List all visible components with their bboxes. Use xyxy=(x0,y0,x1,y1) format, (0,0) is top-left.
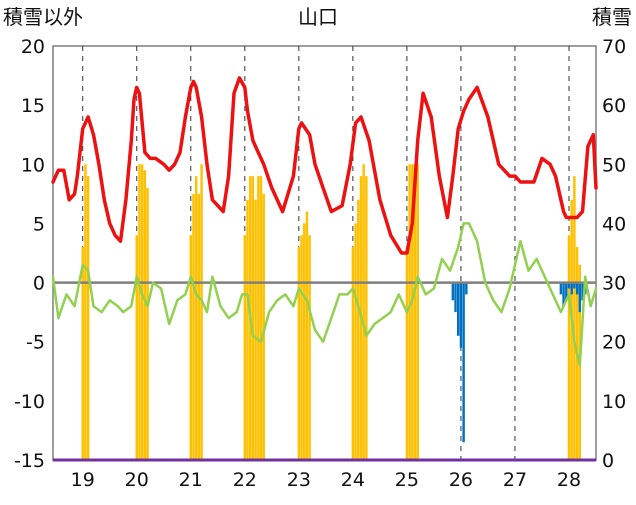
x-tick-label: 22 xyxy=(233,469,257,491)
snow-bar xyxy=(262,193,265,460)
x-tick-label: 24 xyxy=(341,469,365,491)
snow-bar xyxy=(140,164,144,461)
snow-bar xyxy=(405,247,409,460)
snow-bar xyxy=(194,176,198,460)
left-tick-label: 0 xyxy=(33,273,45,295)
negative-bar xyxy=(457,282,460,336)
snow-bar xyxy=(146,187,149,460)
snow-bar xyxy=(86,176,90,460)
snow-bar xyxy=(257,176,260,460)
snow-bar xyxy=(254,199,257,460)
x-tick-label: 19 xyxy=(71,469,95,491)
snow-bar xyxy=(84,164,87,461)
snow-bar xyxy=(357,199,360,460)
snow-bar xyxy=(573,176,576,460)
snow-bar xyxy=(81,247,84,460)
x-tick-label: 28 xyxy=(557,469,581,491)
negative-bar xyxy=(465,282,468,295)
snow-bar xyxy=(413,164,417,461)
snow-bar xyxy=(303,223,306,460)
snow-bar xyxy=(189,235,192,460)
left-tick-label: -15 xyxy=(14,450,45,472)
right-tick-label: 30 xyxy=(602,273,626,295)
negative-bar xyxy=(578,282,582,313)
left-tick-label: 20 xyxy=(21,36,45,58)
negative-bar xyxy=(575,282,579,295)
chart-title: 山口 xyxy=(298,5,338,29)
snow-bar xyxy=(365,176,368,460)
x-tick-label: 27 xyxy=(503,469,527,491)
negative-bar xyxy=(565,282,568,301)
left-axis-label: 積雪以外 xyxy=(3,5,83,29)
right-tick-label: 40 xyxy=(602,213,626,235)
negative-bar xyxy=(573,282,576,289)
left-tick-label: 15 xyxy=(21,95,45,117)
snow-bar xyxy=(416,164,419,461)
negative-bar xyxy=(559,282,563,295)
negative-bar xyxy=(562,282,565,307)
negative-bar xyxy=(462,282,465,443)
x-tick-label: 23 xyxy=(287,469,311,491)
snow-bar xyxy=(408,164,411,461)
snow-bar xyxy=(197,193,201,460)
snow-bar xyxy=(246,199,249,460)
left-tick-label: -10 xyxy=(14,391,45,413)
snow-bar xyxy=(135,235,138,460)
right-tick-label: 10 xyxy=(602,391,626,413)
right-tick-label: 20 xyxy=(602,332,626,354)
snow-bar xyxy=(570,199,573,460)
snow-bar xyxy=(297,247,301,460)
snow-bar xyxy=(138,164,141,461)
x-tick-label: 20 xyxy=(125,469,149,491)
negative-bar xyxy=(581,282,584,301)
snow-bar xyxy=(351,247,355,460)
snow-bar xyxy=(362,164,365,461)
right-tick-label: 60 xyxy=(602,95,626,117)
negative-bar xyxy=(454,282,457,313)
right-tick-label: 0 xyxy=(602,450,614,472)
snow-bar xyxy=(305,211,309,460)
snow-bar xyxy=(567,235,571,460)
negative-bar xyxy=(570,282,573,295)
snow-bar xyxy=(251,176,255,460)
right-axis-label: 積雪 xyxy=(592,5,632,29)
x-tick-label: 21 xyxy=(179,469,203,491)
left-tick-label: 10 xyxy=(21,154,45,176)
negative-bar xyxy=(567,282,571,289)
snow-bar xyxy=(259,176,263,460)
green-series-line xyxy=(51,222,598,367)
x-tick-label: 25 xyxy=(395,469,419,491)
snow-bar xyxy=(411,164,414,461)
snow-bar xyxy=(308,235,311,460)
plot-border xyxy=(52,45,597,461)
negative-bar xyxy=(459,282,463,348)
negative-bar xyxy=(451,282,455,301)
snow-bar xyxy=(200,164,203,461)
snow-bar xyxy=(300,235,303,460)
right-tick-label: 70 xyxy=(602,36,626,58)
snow-bar xyxy=(243,235,247,460)
right-tick-label: 50 xyxy=(602,154,626,176)
left-tick-label: 5 xyxy=(33,213,45,235)
x-tick-label: 26 xyxy=(449,469,473,491)
red-series-line xyxy=(51,76,598,255)
snow-bar xyxy=(143,170,147,460)
left-tick-label: -5 xyxy=(26,332,45,354)
snow-bar xyxy=(192,193,195,460)
snow-bar xyxy=(354,223,357,460)
